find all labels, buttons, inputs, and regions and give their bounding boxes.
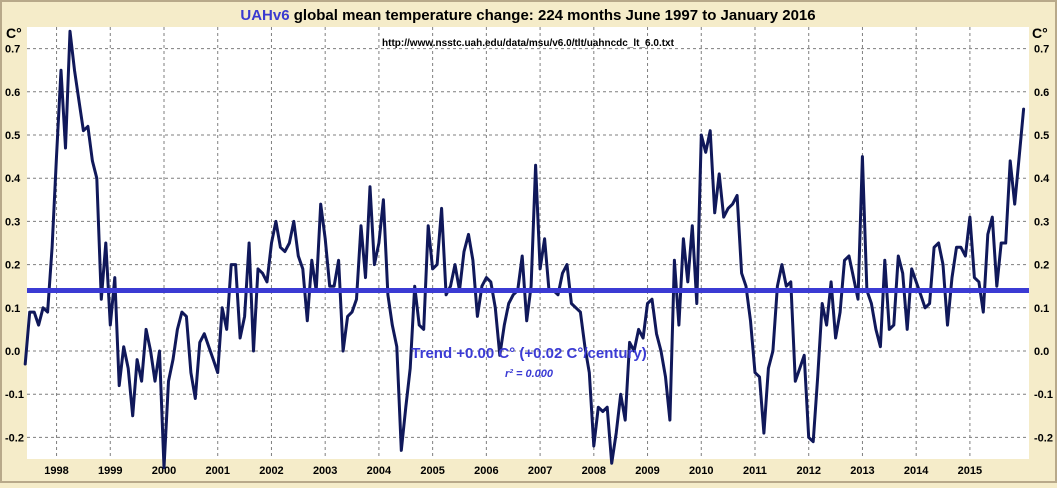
- y-tick-label-right: 0.0: [1034, 346, 1049, 358]
- x-tick-labels: 1998 1999 2000 2001 2002 2003 2004 2005 2006 2007…: [44, 465, 982, 477]
- x-tick-label: 2010: [689, 465, 713, 477]
- y-tick-label-left: -0.2: [5, 432, 24, 444]
- y-tick-label-right: 0.1: [1034, 303, 1049, 315]
- y-tick-label-left: 0.0: [5, 346, 20, 358]
- x-tick-label: 2008: [582, 465, 606, 477]
- x-tick-label: 1998: [44, 465, 68, 477]
- x-tick-label: 2001: [205, 465, 229, 477]
- grid-layer: [27, 27, 1029, 459]
- y-tick-label-right: 0.4: [1034, 173, 1050, 185]
- chart-title-prefix: UAHv6: [240, 7, 289, 24]
- y-tick-labels: -0.2 -0.2 -0.1 -0.1 0.0 0.0 0.1 0.1 0.2 0.2 0.3 0.3…: [5, 44, 1053, 445]
- x-tick-label: 2002: [259, 465, 283, 477]
- y-tick-label-left: 0.2: [5, 260, 20, 272]
- chart-title-rest: global mean temperature change: 224 mont…: [290, 7, 816, 24]
- y-tick-label-right: 0.7: [1034, 44, 1049, 56]
- x-tick-label: 2011: [743, 465, 767, 477]
- trend-label: Trend +0.00 C° (+0.02 C°/century): [411, 345, 646, 362]
- x-tick-label: 2004: [367, 465, 392, 477]
- y-tick-label-right: 0.3: [1034, 216, 1049, 228]
- y-tick-label-right: -0.1: [1034, 389, 1053, 401]
- x-tick-label: 2009: [635, 465, 659, 477]
- y-tick-label-right: 0.2: [1034, 260, 1049, 272]
- y-tick-label-left: 0.5: [5, 130, 20, 142]
- x-tick-label: 2014: [904, 465, 929, 477]
- y-tick-label-right: 0.6: [1034, 87, 1049, 99]
- chart-title: UAHv6 global mean temperature change: 22…: [240, 7, 815, 24]
- y-tick-label-right: -0.2: [1034, 432, 1053, 444]
- x-tick-label: 2006: [474, 465, 498, 477]
- x-tick-label: 2013: [850, 465, 874, 477]
- y-tick-label-left: 0.4: [5, 173, 21, 185]
- x-tick-label: 2012: [796, 465, 820, 477]
- y-axis-unit-right: C°: [1032, 25, 1048, 41]
- source-url: http://www.nsstc.uah.edu/data/msu/v6.0/t…: [382, 38, 675, 49]
- y-tick-label-left: 0.7: [5, 44, 20, 56]
- y-tick-label-right: 0.5: [1034, 130, 1049, 142]
- y-tick-label-left: 0.3: [5, 216, 20, 228]
- x-tick-label: 2000: [152, 465, 176, 477]
- x-tick-label: 1999: [98, 465, 122, 477]
- x-tick-label: 2003: [313, 465, 337, 477]
- y-tick-label-left: 0.1: [5, 303, 20, 315]
- y-axis-unit-left: C°: [6, 25, 22, 41]
- x-tick-label: 2007: [528, 465, 552, 477]
- y-tick-label-left: -0.1: [5, 389, 24, 401]
- y-tick-label-left: 0.6: [5, 87, 20, 99]
- r-squared-label: r² = 0.000: [505, 368, 554, 380]
- x-tick-label: 2015: [958, 465, 982, 477]
- x-tick-label: 2005: [420, 465, 444, 477]
